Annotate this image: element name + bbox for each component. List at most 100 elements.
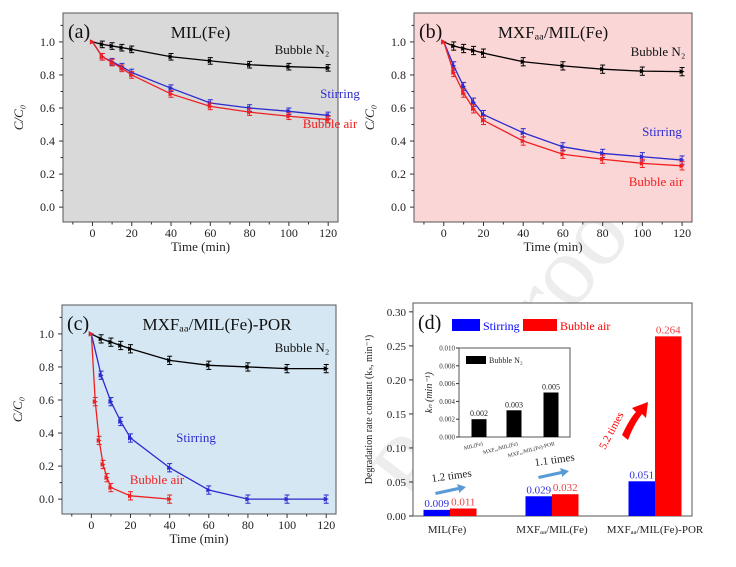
y-tick-label: 0.2: [40, 167, 55, 181]
legend-label-bubble-air: Bubble air: [560, 319, 610, 333]
series-bubble-n2: Bubble N₂: [88, 331, 330, 374]
data-point: [119, 65, 125, 71]
y-tick-label: 0.25: [387, 341, 407, 353]
curved-arrow-icon: [622, 402, 648, 440]
data-point: [92, 399, 98, 405]
x-tick-label: 60: [204, 226, 216, 240]
data-point: [286, 113, 292, 119]
y-tick-label: 0.008: [439, 362, 455, 370]
x-tick-label: 0: [441, 226, 447, 240]
x-tick-label: 20: [126, 226, 138, 240]
y-axis-label: C/C₀: [10, 397, 25, 422]
data-point: [129, 72, 135, 78]
x-tick-label: MXFₐₐ/MIL(Fe)-POR: [607, 524, 704, 536]
data-point: [451, 69, 457, 75]
y-tick-label: 0.20: [387, 375, 407, 387]
x-tick-label: 60: [203, 518, 215, 532]
y-tick-label: 0.004: [439, 398, 455, 406]
bar-value-label: 0.051: [629, 469, 654, 481]
panel-title: MXFₐₐ/MIL(Fe)-POR: [142, 315, 292, 334]
data-point: [99, 41, 105, 47]
data-point: [128, 346, 133, 352]
x-tick-label: 40: [517, 226, 529, 240]
y-tick-label: 0.002: [439, 416, 455, 424]
x-tick-label: MIL(Fe): [428, 524, 467, 536]
inset-x-tick-label: MIL(Fe): [463, 440, 484, 452]
data-point: [167, 496, 173, 502]
x-tick-label: 20: [125, 518, 137, 532]
data-point: [639, 68, 645, 74]
data-point: [639, 154, 645, 160]
series-line: [443, 41, 683, 73]
y-tick-label: 0.6: [391, 101, 406, 115]
panel-d: 0.00 0.05 0.10 0.15 0.20 0.25 0.30 Degradation …: [364, 302, 704, 536]
x-axis-label: Time (min): [523, 239, 582, 254]
arrow-icon: [538, 468, 569, 479]
y-tick-label: 0.4: [391, 134, 406, 148]
series-line: [90, 333, 170, 500]
data-point: [481, 117, 486, 123]
data-point: [461, 84, 467, 90]
y-tick-label: 0.0: [40, 200, 55, 214]
y-tick-label: 0.2: [39, 459, 54, 473]
inset-bar-value-label: 0.005: [542, 383, 560, 392]
data-point: [520, 59, 526, 65]
inset-y-axis-label: kₙ (min⁻¹): [424, 371, 435, 413]
bar-bubble-air: [552, 494, 579, 516]
data-point: [108, 485, 114, 491]
x-tick-label: 60: [557, 226, 569, 240]
legend-swatch-bubble-air: [523, 319, 557, 331]
legend-label-stirring: Stirring: [483, 319, 520, 333]
series-label: Stirring: [642, 124, 682, 139]
series-label: Bubble N₂: [275, 340, 330, 355]
series-line: [91, 41, 329, 121]
data-point: [247, 109, 253, 115]
panel-a: 0 20 40 60 80 100 120 0.0 0.2 0.4 0.6 0.8 1.0 Time (m…: [11, 12, 360, 254]
x-axis-label: Time (min): [171, 239, 230, 254]
plot-area: [61, 304, 337, 515]
y-axis-label: C/C₀: [11, 105, 26, 130]
data-point: [481, 50, 486, 56]
arrow-icon: [435, 484, 466, 495]
data-point: [284, 496, 290, 502]
data-point: [471, 99, 477, 105]
panel-label: (d): [418, 312, 441, 334]
y-tick-label: 0.4: [40, 134, 55, 148]
x-tick-label: 120: [319, 226, 337, 240]
inset-chart: 0.000 0.002 0.004 0.006 0.008 0.010 kₙ (min⁻¹)…: [424, 345, 571, 459]
y-tick-label: 0.0: [391, 200, 406, 214]
data-point: [679, 163, 685, 169]
data-point: [286, 64, 292, 70]
x-axis-label: Time (min): [169, 531, 228, 546]
data-point: [207, 58, 213, 64]
data-point: [639, 160, 645, 166]
bar-stirring: [628, 481, 655, 516]
y-tick-label: 0.2: [391, 167, 406, 181]
data-point: [128, 435, 133, 441]
series-label: Bubble air: [629, 174, 684, 189]
data-point: [245, 496, 251, 502]
y-tick-label: 0.000: [439, 434, 455, 442]
y-tick-label: 0.4: [39, 426, 54, 440]
legend: Stirring Bubble air: [452, 319, 610, 333]
data-point: [108, 399, 114, 405]
data-point: [129, 46, 135, 52]
data-point: [325, 65, 331, 71]
data-point: [98, 372, 104, 378]
bar-value-label: 0.032: [553, 482, 578, 494]
x-tick-label: 80: [597, 226, 609, 240]
annotation-1-2-times: 1.2 times: [431, 467, 473, 484]
y-tick-label: 0.8: [391, 68, 406, 82]
data-point: [560, 151, 566, 157]
x-tick-label: 120: [317, 518, 335, 532]
y-tick-label: 0.8: [39, 360, 54, 374]
y-tick-label: 1.0: [39, 327, 54, 341]
x-tick-label: 20: [478, 226, 490, 240]
y-tick-label: 0.00: [387, 511, 407, 523]
data-point: [471, 106, 477, 112]
series-bubble-n2: Bubble N₂: [441, 39, 685, 77]
panel-label: (c): [67, 313, 89, 335]
y-tick-label: 0.006: [439, 380, 455, 388]
series-stirring: Stirring: [88, 331, 329, 504]
y-tick-label: 1.0: [40, 35, 55, 49]
